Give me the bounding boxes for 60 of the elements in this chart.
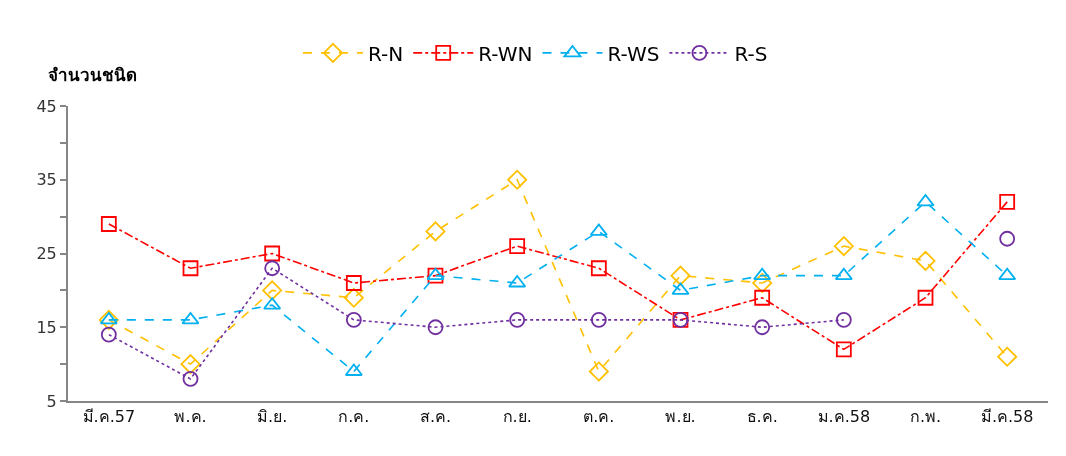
point — [833, 236, 854, 257]
y-tick-label: 35 — [36, 170, 57, 190]
legend-label: R-S — [734, 41, 768, 66]
point — [752, 273, 773, 293]
point — [997, 346, 1018, 367]
point — [427, 319, 444, 336]
x-tick-label: ส.ค. — [419, 407, 452, 427]
point — [834, 267, 853, 281]
y-axis-title: จำนวนชนิด — [48, 65, 137, 85]
point — [262, 280, 283, 301]
x-tick-label: มี.ค.57 — [82, 407, 136, 427]
point — [345, 311, 362, 328]
point — [915, 250, 936, 271]
x-tick-label: ก.ค. — [338, 407, 370, 427]
point — [999, 230, 1016, 247]
point — [99, 311, 118, 325]
point — [509, 238, 526, 255]
point — [754, 319, 771, 336]
y-tick-label: 15 — [36, 317, 57, 337]
point — [264, 245, 281, 262]
point — [182, 370, 199, 387]
point — [264, 260, 281, 277]
point — [100, 326, 117, 343]
y-tick-label: 5 — [46, 391, 57, 411]
point — [835, 311, 852, 328]
x-tick-label: ก.พ. — [909, 407, 942, 427]
point — [182, 260, 199, 277]
point — [917, 289, 934, 306]
point — [98, 309, 119, 330]
x-tick-label: ม.ค.58 — [817, 407, 871, 427]
point — [100, 216, 117, 232]
legend-label: R-WS — [607, 41, 660, 66]
y-tick-label: 25 — [36, 244, 57, 264]
legend-label: R-WN — [478, 41, 533, 66]
x-tick-label: ต.ค. — [583, 407, 615, 427]
point — [754, 289, 771, 306]
point — [998, 267, 1017, 281]
point — [590, 311, 607, 328]
point — [181, 311, 200, 325]
point — [999, 193, 1016, 210]
point — [835, 341, 852, 358]
point — [590, 260, 607, 277]
point — [425, 221, 446, 242]
x-tick-label: พ.ค. — [174, 407, 207, 427]
x-tick-label: พ.ย. — [665, 407, 696, 427]
point — [345, 275, 362, 291]
y-tick-label: 45 — [36, 96, 57, 116]
x-tick-label: ก.ย. — [502, 407, 532, 427]
x-tick-label: ธ.ค. — [746, 407, 778, 427]
point — [916, 193, 935, 207]
point — [670, 265, 691, 286]
x-tick-label: มิ.ย. — [257, 407, 288, 427]
point — [509, 311, 526, 328]
legend-label: R-N — [367, 41, 404, 66]
point — [753, 267, 772, 281]
point — [343, 287, 364, 308]
point — [180, 354, 201, 375]
point — [588, 361, 609, 382]
point — [507, 169, 528, 190]
x-tick-label: มี.ค.58 — [980, 407, 1034, 427]
